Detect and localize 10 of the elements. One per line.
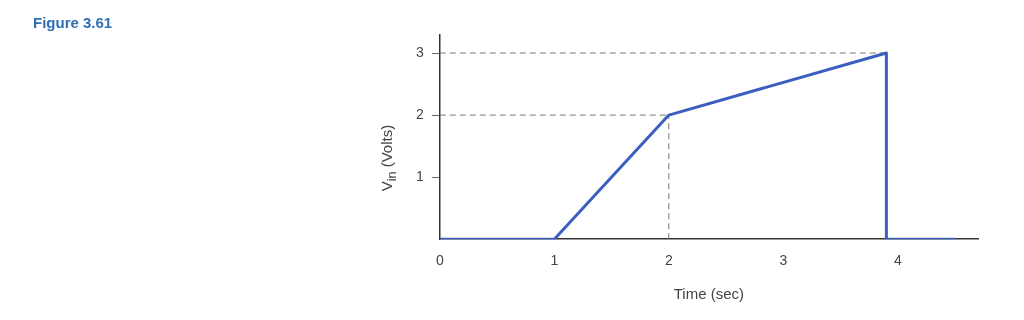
x-tick-label: 3 (779, 252, 788, 269)
x-tick-label: 2 (664, 252, 673, 269)
y-tick-label: 3 (415, 43, 424, 60)
x-tick-label: 4 (893, 252, 902, 269)
text: Figure 3.61 (33, 14, 113, 31)
y-tick-label: 1 (415, 168, 424, 184)
x-tick-label: 1 (550, 252, 559, 269)
y-tick-label: 2 (415, 105, 424, 122)
x-tick-label: 0 (435, 252, 444, 269)
x-axis-title: Time (sec) (673, 285, 745, 303)
